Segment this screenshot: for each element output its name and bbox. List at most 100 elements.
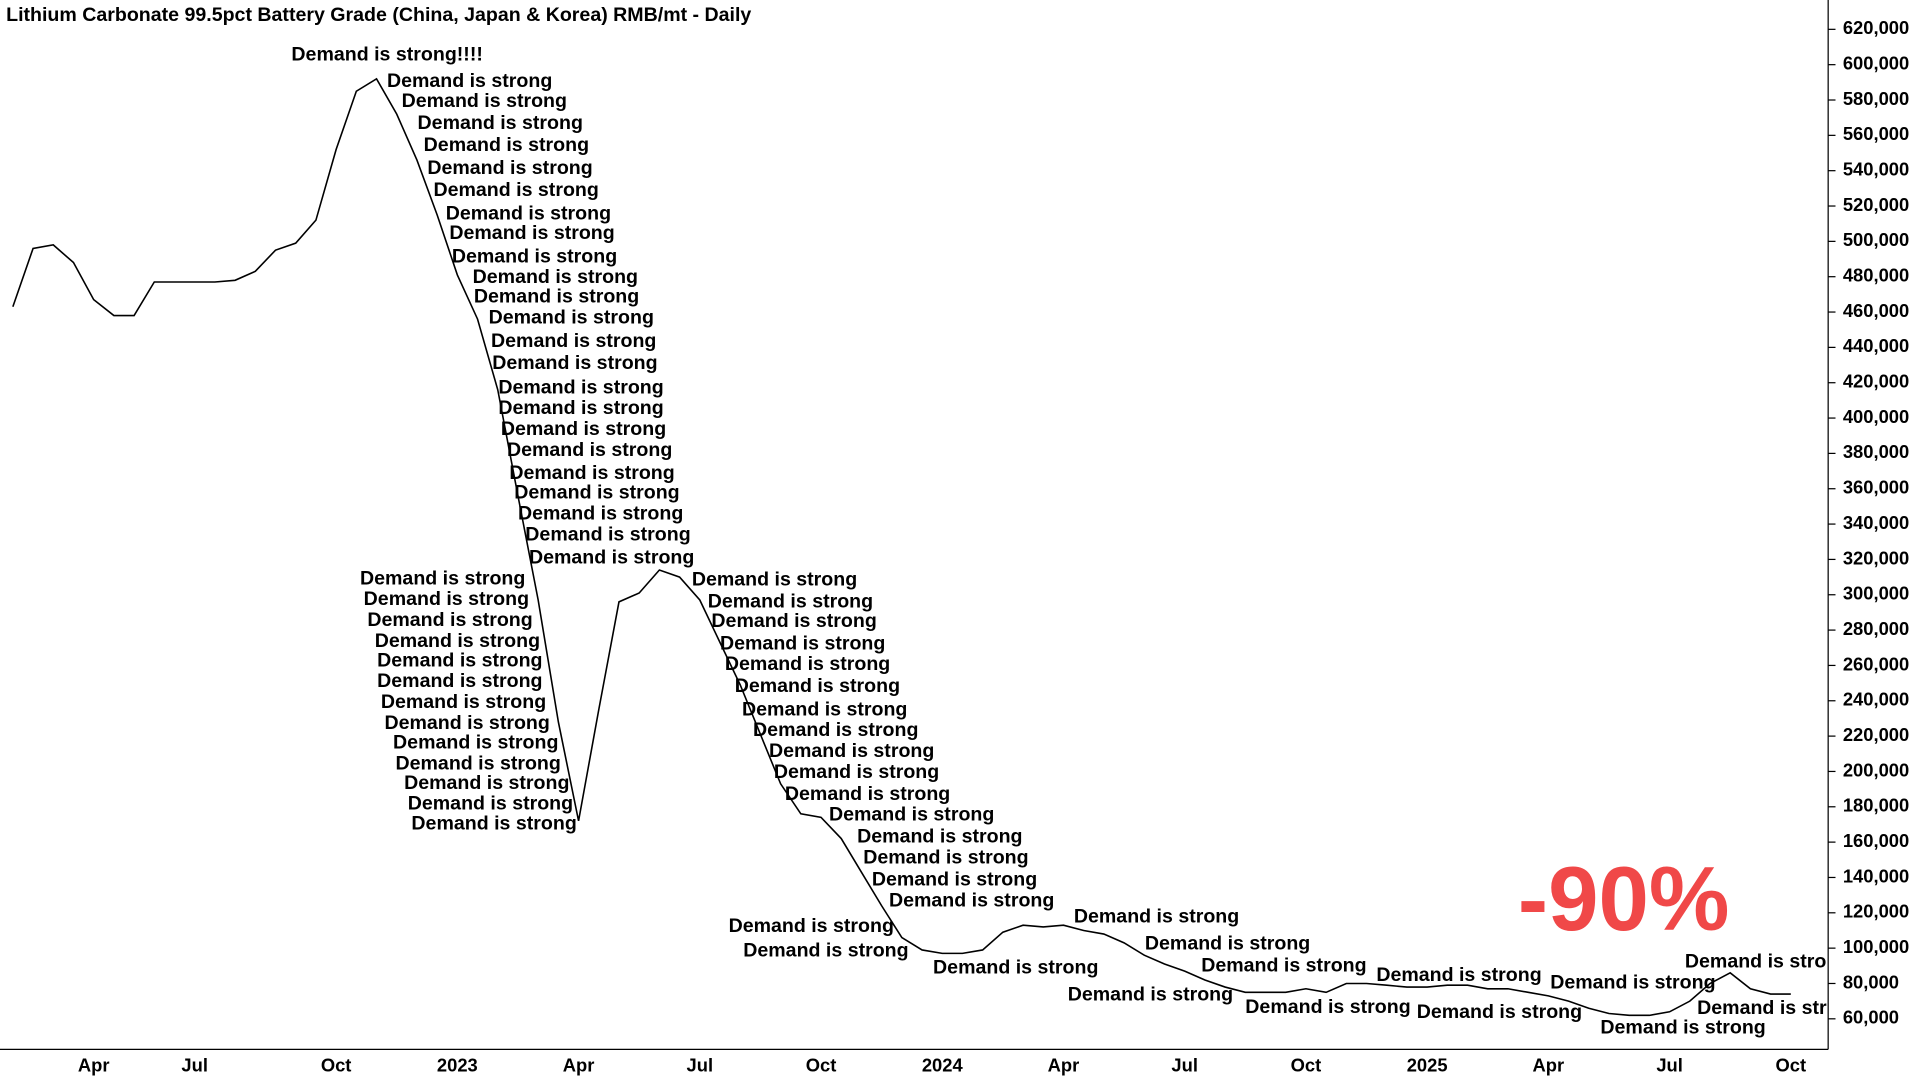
annotation: Demand is strong [785, 783, 950, 805]
annotation: Demand is strong [418, 112, 583, 134]
annotation: Demand is strong [360, 567, 525, 589]
annotation: Demand is strong [411, 812, 576, 834]
x-tick-label: Oct [806, 1054, 837, 1075]
y-tick-label: 160,000 [1843, 830, 1909, 851]
annotation: Demand is strong [433, 179, 598, 201]
annotation: Demand is strong [857, 826, 1022, 848]
annotation: Demand is strong [725, 653, 890, 675]
y-tick-label: 380,000 [1843, 441, 1909, 462]
y-tick-label: 440,000 [1843, 335, 1909, 356]
x-tick-label: 2024 [922, 1054, 964, 1075]
annotation: Demand is strong [1068, 984, 1233, 1006]
annotation: Demand is strong [427, 157, 592, 179]
annotation: Demand is strong [1145, 932, 1310, 954]
y-tick-label: 600,000 [1843, 53, 1909, 74]
annotation: Demand is strong [692, 569, 857, 591]
y-tick-label: 560,000 [1843, 123, 1909, 144]
annotation: Demand is strong [518, 502, 683, 524]
annotation: Demand is strong [1074, 905, 1239, 927]
annotation: Demand is strong [1417, 1001, 1582, 1023]
annotation: Demand is strong [1600, 1017, 1765, 1039]
y-tick-label: 60,000 [1843, 1007, 1899, 1028]
annotation: Demand is strong [711, 610, 876, 632]
y-tick-label: 520,000 [1843, 194, 1909, 215]
annotation: Demand is strong [404, 772, 569, 794]
annotation: Demand is strong [529, 547, 694, 569]
x-tick-label: 2025 [1407, 1054, 1448, 1075]
x-tick-label: Jul [687, 1054, 714, 1075]
annotation: Demand is strong [708, 591, 873, 613]
annotation: Demand is strong [774, 761, 939, 783]
annotation: Demand is strong [474, 286, 639, 308]
annotation: Demand is strong [377, 670, 542, 692]
y-tick-label: 220,000 [1843, 724, 1909, 745]
y-tick-label: 580,000 [1843, 88, 1909, 109]
annotation: Demand is strong [1697, 997, 1862, 1019]
annotation: Demand is strong [729, 915, 894, 937]
annotation: Demand is strong [489, 307, 654, 329]
annotation: Demand is strong [452, 245, 617, 267]
annotation: Demand is strong [473, 266, 638, 288]
annotation: Demand is strong [525, 523, 690, 545]
annotation: Demand is strong [889, 889, 1054, 911]
y-tick-label: 340,000 [1843, 512, 1909, 533]
annotation: Demand is strong [367, 609, 532, 631]
annotation: Demand is strong [375, 630, 540, 652]
annotation: Demand is strong [498, 397, 663, 419]
annotation: Demand is strong [377, 649, 542, 671]
annotation: Demand is strong [735, 675, 900, 697]
x-tick-label: Oct [1291, 1054, 1322, 1075]
annotation: Demand is strong [384, 712, 549, 734]
annotation: Demand is strong [933, 957, 1098, 979]
annotation: Demand is strong [492, 352, 657, 374]
y-tick-label: 620,000 [1843, 17, 1909, 38]
y-tick-label: 400,000 [1843, 406, 1909, 427]
annotation: Demand is strong [364, 588, 529, 610]
y-tick-label: 540,000 [1843, 159, 1909, 180]
annotation: Demand is strong [491, 330, 656, 352]
y-tick-label: 300,000 [1843, 583, 1909, 604]
y-tick-label: 280,000 [1843, 618, 1909, 639]
annotation: Demand is strong [498, 376, 663, 398]
y-tick-label: 480,000 [1843, 265, 1909, 286]
annotation: Demand is strong [402, 90, 567, 112]
x-tick-label: Jul [1171, 1054, 1198, 1075]
annotation: Demand is strong [743, 940, 908, 962]
annotation: Demand is strong [1201, 954, 1366, 976]
y-tick-label: 100,000 [1843, 936, 1909, 957]
y-tick-label: 320,000 [1843, 547, 1909, 568]
annotation: Demand is strong [509, 462, 674, 484]
annotation: Demand is strong [514, 482, 679, 504]
annotation: Demand is strong [872, 869, 1037, 891]
y-tick-label: 500,000 [1843, 229, 1909, 250]
x-tick-label: Oct [321, 1054, 352, 1075]
y-tick-label: 80,000 [1843, 971, 1899, 992]
y-tick-label: 240,000 [1843, 689, 1909, 710]
y-tick-label: 140,000 [1843, 865, 1909, 886]
y-tick-label: 180,000 [1843, 795, 1909, 816]
annotation: Demand is strong [742, 698, 907, 720]
annotation: Demand is strong [829, 804, 994, 826]
y-tick-label: 420,000 [1843, 371, 1909, 392]
x-tick-label: Apr [563, 1054, 595, 1075]
y-tick-label: 200,000 [1843, 759, 1909, 780]
annotation: Demand is strong [769, 740, 934, 762]
annotation: Demand is strong [863, 847, 1028, 869]
annotation: Demand is strong [1376, 964, 1541, 986]
annotation: Demand is strong [1245, 996, 1410, 1018]
x-tick-label: Apr [1048, 1054, 1080, 1075]
annotation: Demand is strong [720, 632, 885, 654]
x-tick-label: Jul [181, 1054, 208, 1075]
annotation: Demand is strong [424, 134, 589, 156]
x-tick-label: Apr [78, 1054, 110, 1075]
annotation: Demand is strong!!!! [291, 43, 482, 65]
y-tick-label: 120,000 [1843, 901, 1909, 922]
annotation: Demand is strong [396, 752, 561, 774]
y-tick-label: 260,000 [1843, 653, 1909, 674]
annotation: Demand is strong [446, 202, 611, 224]
x-tick-label: 2023 [437, 1054, 478, 1075]
y-tick-label: 460,000 [1843, 300, 1909, 321]
annotation: Demand is strong [753, 719, 918, 741]
